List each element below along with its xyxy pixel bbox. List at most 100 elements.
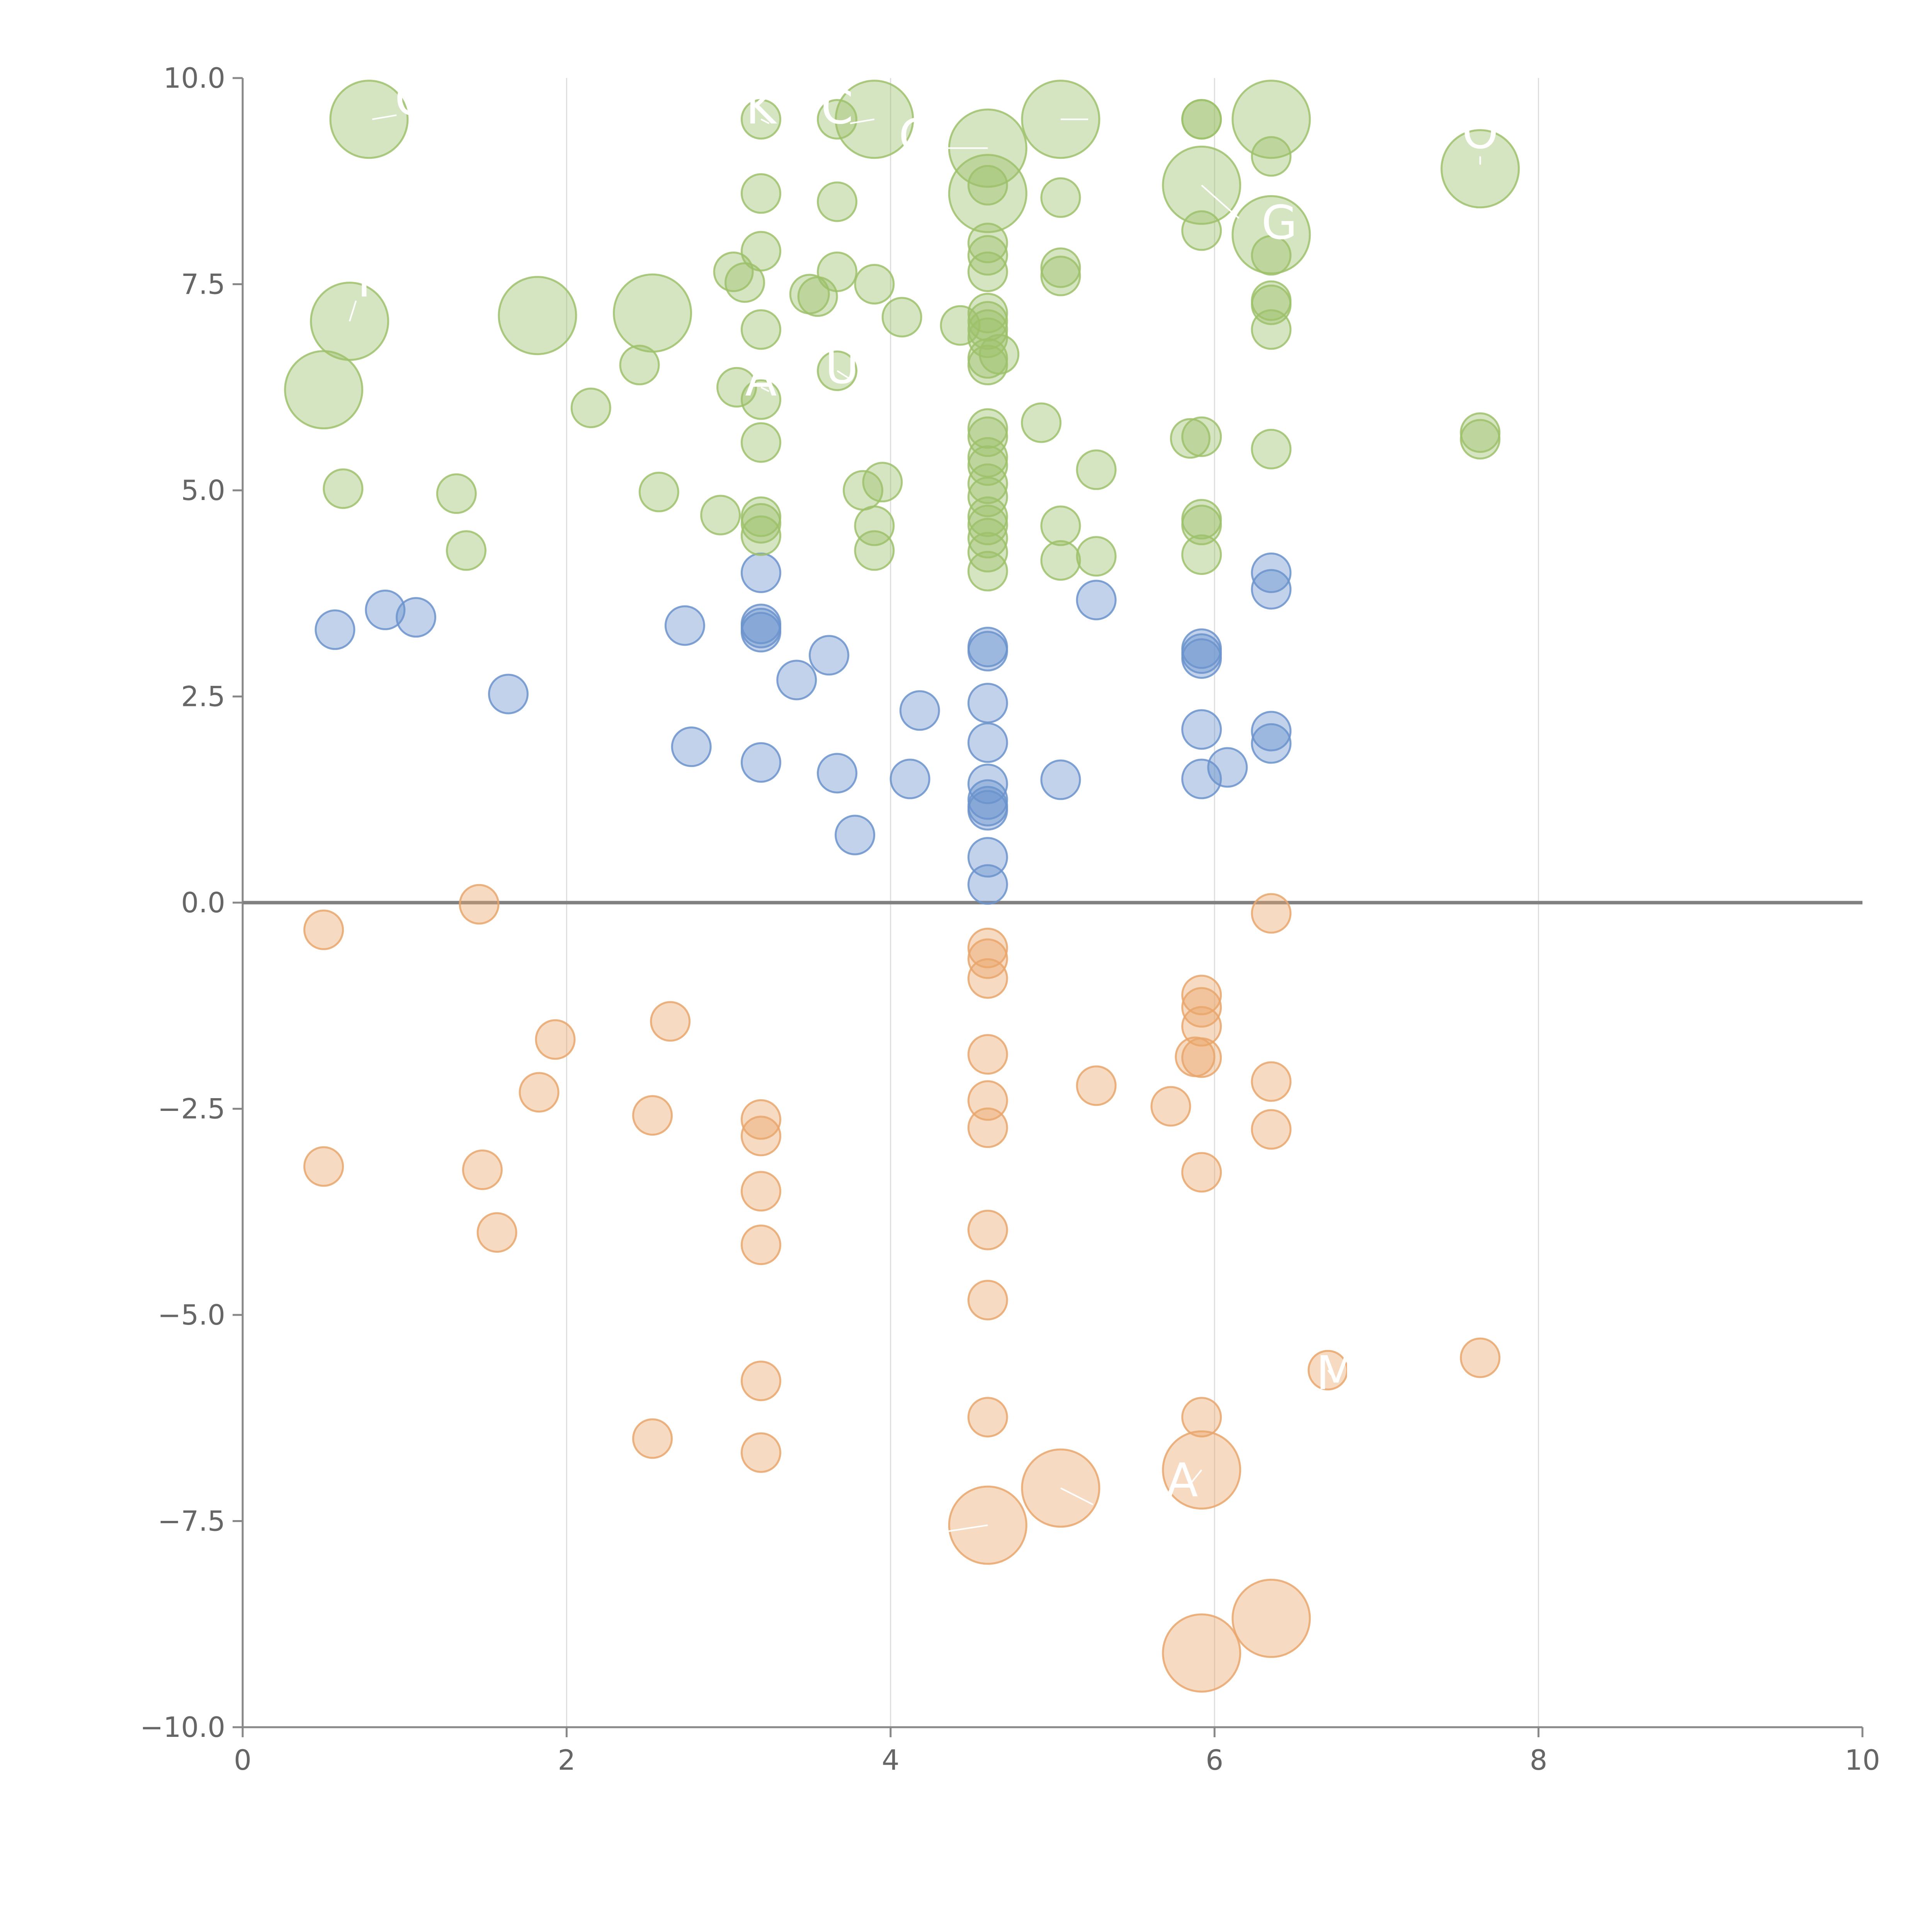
high-point: [1076, 449, 1117, 490]
high-point: [1040, 255, 1081, 296]
high-point: [967, 345, 1008, 386]
high-point: [881, 297, 922, 338]
annotation-leader: [349, 300, 357, 322]
point-annotation: M: [1316, 1347, 1356, 1400]
low-point: [632, 1095, 673, 1136]
y-tick-label: 0.0: [181, 886, 225, 919]
y-tick-label: 2.5: [181, 680, 225, 713]
high-point: [1251, 309, 1292, 350]
high-point: [700, 495, 741, 536]
point-annotation: C: [899, 110, 931, 163]
high-point: [967, 235, 1008, 276]
low-point: [476, 1212, 517, 1253]
annotation-leader: [1327, 1369, 1337, 1381]
point-annotation: C: [821, 81, 854, 134]
x-tick-label: 10: [1845, 1744, 1880, 1776]
high-point: [724, 262, 765, 303]
x-tick-label: 2: [558, 1744, 575, 1776]
low-point: [967, 1034, 1008, 1075]
low-point: [740, 1432, 781, 1473]
high-point: [740, 515, 781, 556]
high-point: [967, 551, 1008, 592]
mid-point: [967, 790, 1008, 831]
x-tick-label: 6: [1206, 1744, 1223, 1776]
mid-point: [671, 726, 712, 767]
low-point: [535, 1019, 576, 1060]
high-point: [1040, 177, 1081, 218]
annotation-leader: [372, 114, 397, 120]
point-annotation: A: [1166, 1454, 1198, 1507]
low-point: [967, 958, 1008, 999]
mid-point: [396, 597, 437, 638]
x-tick-label: 4: [882, 1744, 900, 1776]
point-annotation: A: [745, 353, 777, 407]
high-point: [1251, 235, 1292, 276]
low-point: [1460, 1337, 1501, 1378]
high-point: [979, 334, 1020, 375]
mid-point: [740, 612, 781, 653]
low-point: [967, 927, 1008, 968]
high-point: [498, 276, 577, 355]
point-annotation: G: [1261, 196, 1297, 250]
low-point: [1181, 1006, 1222, 1047]
low-point: [740, 1171, 781, 1212]
low-point: [650, 1001, 691, 1042]
mid-point: [1251, 552, 1292, 593]
high-point: [967, 496, 1008, 537]
high-point: [740, 422, 781, 463]
annotation-leader: [850, 118, 875, 124]
high-point: [1040, 247, 1081, 288]
high-point: [862, 462, 903, 503]
high-point: [854, 264, 895, 304]
high-point: [967, 165, 1008, 206]
annotation-leader: [906, 1524, 988, 1539]
high-point: [967, 293, 1008, 333]
high-point: [1181, 534, 1222, 575]
low-point: [462, 1149, 503, 1190]
low-point: [967, 1397, 1008, 1438]
low-point: [967, 1107, 1008, 1148]
high-point: [948, 154, 1027, 233]
annotation-leader: [1060, 1487, 1094, 1505]
annotation-leader: [837, 370, 851, 380]
high-point: [740, 309, 781, 350]
low-point: [740, 1099, 781, 1140]
high-point: [323, 468, 364, 509]
point-annotation: K: [746, 81, 777, 134]
high-point: [613, 273, 692, 353]
high-point: [967, 301, 1008, 342]
high-point: [816, 99, 857, 140]
low-point: [303, 1146, 344, 1187]
mid-point: [816, 753, 857, 794]
low-point: [1181, 1037, 1222, 1078]
x-tick-label: 0: [234, 1744, 252, 1776]
y-tick-label: 5.0: [181, 474, 225, 507]
point-annotation: I: [887, 1495, 900, 1549]
low-point: [1162, 1613, 1242, 1693]
mid-point: [967, 631, 1008, 672]
point-annotation: O: [1462, 105, 1498, 159]
mid-point: [776, 660, 817, 701]
high-point: [967, 251, 1008, 292]
mid-point: [1181, 759, 1222, 799]
mid-point: [967, 864, 1008, 905]
mid-point: [1040, 759, 1081, 800]
low-point: [740, 1225, 781, 1265]
mid-point: [1181, 709, 1222, 750]
high-point: [1440, 129, 1520, 209]
y-tick-label: 7.5: [181, 268, 225, 301]
low-point: [967, 1209, 1008, 1250]
mid-point: [899, 690, 940, 731]
high-point: [854, 505, 895, 546]
high-point: [797, 276, 838, 317]
high-point: [1251, 136, 1292, 177]
high-point: [967, 223, 1008, 264]
low-point: [1076, 1065, 1117, 1106]
high-point: [638, 471, 679, 512]
high-point: [1181, 99, 1222, 140]
mid-point: [1251, 711, 1292, 752]
low-point: [1251, 893, 1292, 934]
high-point: [740, 379, 781, 420]
